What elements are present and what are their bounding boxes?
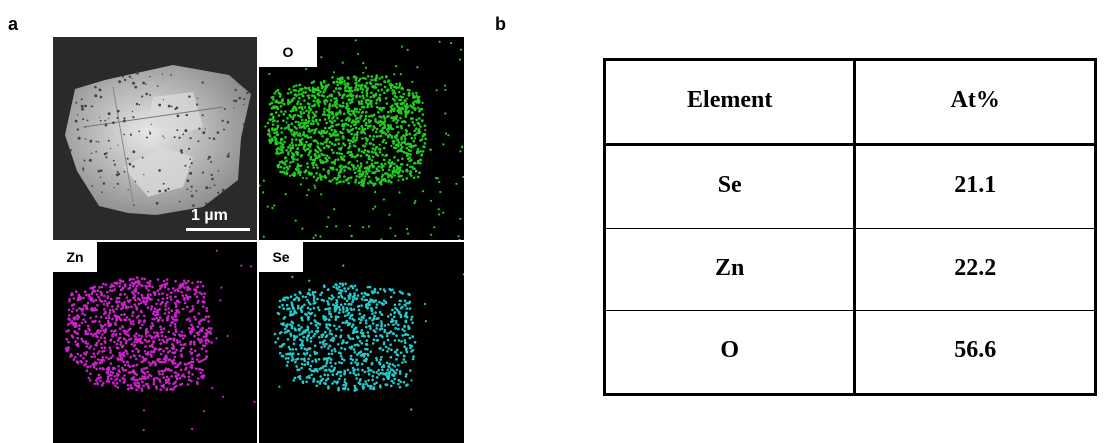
sem-image: 1 µm [53,37,257,240]
composition-table-container: Element At% Se 21.1 Zn 22.2 O 56.6 [603,58,1097,396]
table-row: Se 21.1 [603,144,1096,229]
eds-map-zinc: Zn [53,242,257,443]
oxygen-dots [259,37,464,240]
header-at-percent: At% [854,58,1096,147]
cell-at-percent: 22.2 [854,227,1096,312]
table-header-row: Element At% [603,58,1096,147]
panel-label-b: b [495,14,506,34]
table-row: Zn 22.2 [603,227,1096,312]
panel-label-a: a [8,14,19,34]
cell-at-percent: 56.6 [854,310,1096,395]
cell-at-percent: 21.1 [854,144,1096,229]
cell-element: O [603,310,857,395]
header-element: Element [603,58,857,147]
sem-particle-graphic [53,37,257,240]
table-row: O 56.6 [603,310,1096,395]
scale-bar-label: 1 µm [191,207,228,224]
eds-map-oxygen: O [259,37,464,240]
cell-element: Se [603,144,857,229]
eds-map-selenium: Se [259,242,464,443]
scale-bar [186,228,250,231]
zinc-map-label: Zn [53,242,97,272]
selenium-map-label: Se [259,242,303,272]
selenium-dots [273,260,464,411]
cell-element: Zn [603,227,857,312]
zinc-dots [64,244,256,432]
oxygen-map-label: O [259,37,317,67]
composition-table: Element At% Se 21.1 Zn 22.2 O 56.6 [603,58,1097,396]
